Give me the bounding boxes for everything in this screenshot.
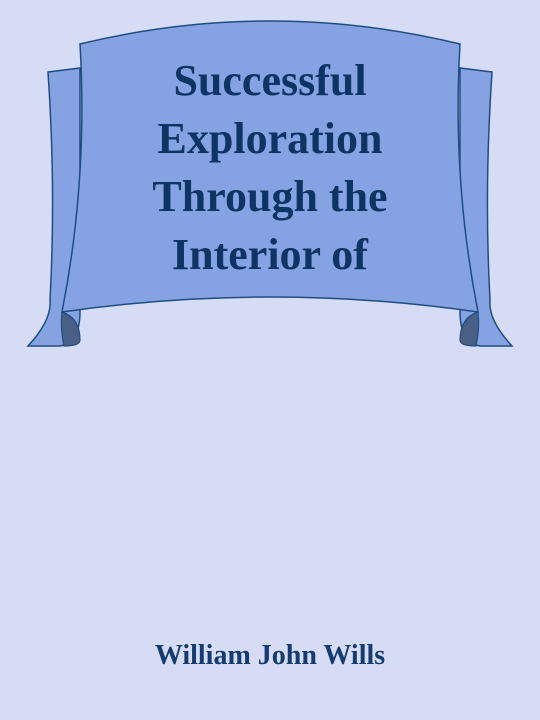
ribbon-banner bbox=[26, 20, 514, 347]
title-line-4: Interior of bbox=[172, 230, 368, 279]
title-line-1: Successful bbox=[173, 56, 367, 105]
banner-right-fold bbox=[459, 311, 480, 347]
title-line-2: Exploration bbox=[157, 114, 383, 163]
book-title: Successful Exploration Through the Inter… bbox=[90, 52, 450, 284]
banner-left-fold bbox=[60, 311, 81, 347]
title-line-3: Through the bbox=[152, 172, 388, 221]
author-name: William John Wills bbox=[154, 640, 386, 671]
banner-main-panel bbox=[61, 20, 479, 313]
